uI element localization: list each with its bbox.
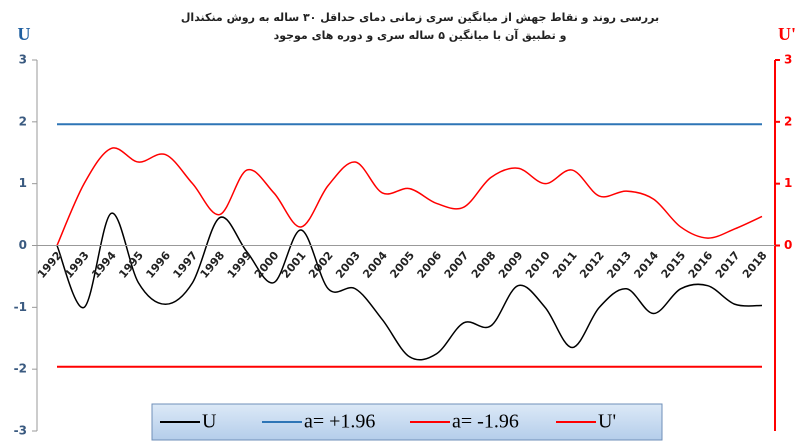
y-tick-label: 1: [19, 176, 27, 190]
x-tick-label: 2015: [659, 249, 689, 281]
x-tick-label: 2016: [686, 249, 716, 281]
legend-label: a= -1.96: [452, 411, 519, 433]
x-tick-label: 2005: [387, 249, 417, 281]
legend-label: a= +1.96: [304, 411, 375, 433]
y2-axis-label: U': [778, 24, 796, 44]
y-tick-label: 3: [19, 53, 27, 67]
x-tick-label: 2012: [577, 249, 607, 281]
x-tick-label: 2007: [442, 249, 472, 281]
y-tick-label: -1: [14, 300, 27, 314]
x-tick-label: 2006: [415, 249, 445, 281]
x-tick-label: 1995: [116, 249, 146, 281]
x-tick-label: 1998: [198, 249, 228, 281]
legend-label: U: [202, 411, 217, 433]
x-tick-label: 1999: [225, 249, 255, 281]
y-tick-label: 0: [19, 238, 27, 252]
x-tick-label: 2010: [523, 249, 553, 281]
x-tick-label: 2018: [740, 249, 770, 281]
y2-tick-label: 1: [784, 176, 792, 190]
x-tick-label: 2013: [604, 249, 634, 281]
y-tick-label: 2: [19, 114, 27, 128]
y2-tick-label: 0: [784, 238, 792, 252]
x-tick-label: 2008: [469, 249, 499, 281]
series-line: [56, 212, 763, 361]
y-tick-label: -3: [14, 424, 27, 438]
x-tick-label: 1993: [62, 249, 92, 281]
y2-tick-label: 2: [784, 114, 792, 128]
x-tick-label: 1994: [89, 249, 119, 281]
chart-title: بررسی روند و نقاط جهش از میانگین سری زما…: [181, 11, 659, 24]
y-tick-label: -2: [14, 362, 27, 376]
x-tick-label: 2003: [333, 249, 363, 281]
chart-subtitle: و تطبیق آن با میانگین ۵ ساله سری و دوره …: [274, 28, 567, 42]
x-tick-label: 2004: [360, 249, 390, 281]
legend-label: U': [598, 411, 616, 433]
x-tick-label: 1996: [143, 249, 173, 281]
x-tick-label: 2017: [713, 249, 743, 281]
series-line: [56, 147, 763, 246]
y-axis-label: U: [18, 24, 31, 44]
x-tick-label: 2014: [631, 249, 661, 281]
y2-tick-label: 3: [784, 53, 792, 67]
x-tick-label: 2009: [496, 249, 526, 281]
x-tick-label: 1992: [35, 249, 65, 281]
x-tick-label: 2011: [550, 249, 580, 281]
